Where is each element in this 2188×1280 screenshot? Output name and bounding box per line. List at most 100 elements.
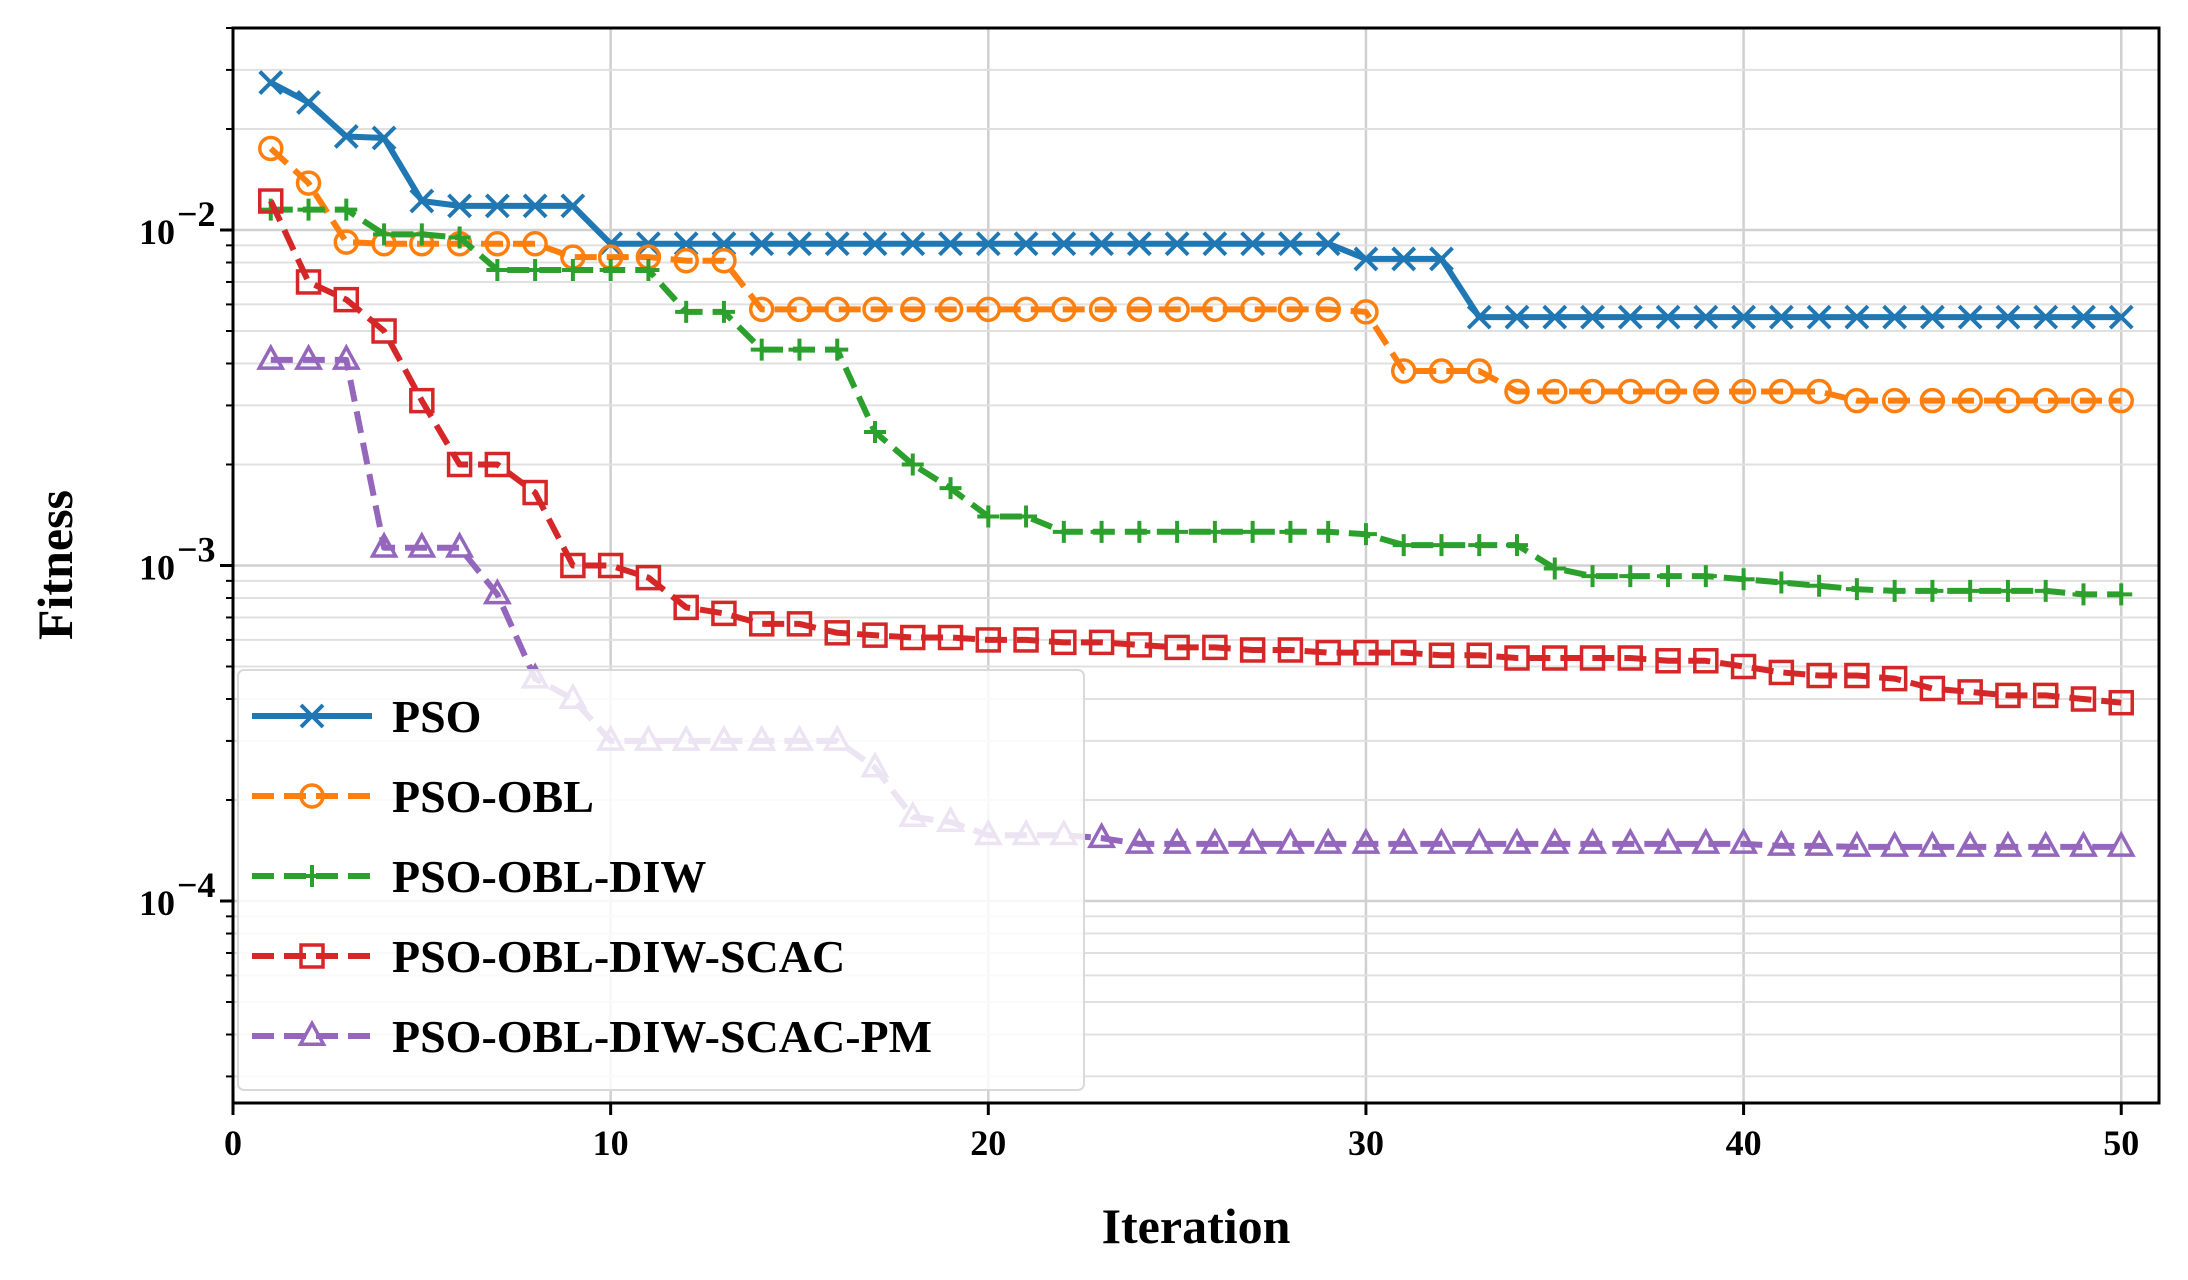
data-point (1238, 827, 1268, 854)
data-point (1051, 296, 1077, 323)
data-point (597, 552, 624, 579)
data-point (1315, 296, 1341, 323)
data-point (1580, 304, 1605, 330)
data-point (1087, 821, 1117, 849)
data-point (1615, 827, 1645, 854)
data-point (937, 296, 964, 323)
data-point (258, 135, 284, 162)
data-point (1315, 639, 1341, 666)
data-point (1995, 682, 2021, 709)
x-tick-label: 10 (593, 1123, 629, 1163)
data-point (1581, 565, 1604, 588)
data-point (448, 226, 471, 249)
data-point (1691, 827, 1721, 854)
data-point (1730, 653, 1757, 680)
data-point (1426, 827, 1456, 854)
y-tick-exponent: −4 (177, 865, 216, 905)
data-point (1239, 296, 1266, 323)
data-point (1052, 520, 1075, 543)
data-point (787, 231, 812, 257)
data-point (1466, 642, 1492, 669)
data-point (711, 600, 737, 627)
data-point (1428, 642, 1455, 669)
data-point (1203, 520, 1226, 543)
data-point (2071, 304, 2096, 330)
series-pso-obl-diw (259, 198, 2133, 606)
data-point (258, 188, 284, 214)
data-point (1806, 378, 1832, 405)
data-point (1619, 565, 1642, 588)
data-point (900, 296, 926, 323)
data-point (1693, 378, 1719, 405)
data-point (1126, 296, 1153, 323)
data-point (862, 231, 888, 257)
data-point (1275, 827, 1305, 854)
data-point (1542, 378, 1568, 405)
legend-item: PSO-OBL (252, 771, 594, 822)
data-point (2108, 387, 2134, 414)
data-point (560, 552, 586, 579)
data-point (1957, 304, 1983, 330)
series-pso-obl (258, 135, 2134, 414)
data-point (445, 531, 475, 558)
data-point (1090, 520, 1113, 543)
data-point (258, 70, 284, 96)
data-point (826, 338, 849, 361)
data-point (862, 622, 888, 648)
data-point (1540, 827, 1570, 854)
data-point (371, 125, 397, 151)
data-point (1921, 579, 1944, 602)
data-point (335, 198, 358, 221)
data-point (1126, 231, 1152, 257)
data-point (1578, 827, 1608, 854)
data-point (1842, 830, 1872, 857)
data-point (1804, 829, 1834, 856)
legend-item: PSO-OBL-DIW (252, 851, 706, 902)
data-point (1542, 304, 1568, 330)
data-point (975, 231, 1001, 257)
data-point (301, 865, 323, 887)
data-point (1051, 629, 1077, 656)
data-point (1917, 830, 1947, 857)
data-point (1354, 523, 1377, 546)
data-point (1013, 296, 1039, 323)
data-point (369, 531, 399, 558)
data-point (2108, 689, 2134, 716)
data-point (1542, 645, 1568, 671)
series-line (268, 199, 2122, 706)
data-point (1351, 827, 1381, 854)
data-point (1353, 299, 1379, 325)
data-point (295, 170, 322, 196)
data-point (1617, 304, 1643, 330)
data-point (1655, 648, 1681, 674)
data-point (1126, 632, 1153, 658)
legend-item: PSO-OBL-DIW-SCAC (252, 931, 845, 982)
data-point (824, 620, 850, 646)
data-point (522, 230, 548, 257)
y-tick-exponent: −2 (177, 194, 216, 234)
data-point (862, 296, 888, 323)
data-point (299, 783, 325, 809)
data-point (1464, 827, 1494, 854)
data-point (1241, 520, 1264, 543)
data-point (975, 627, 1002, 653)
data-point (1051, 231, 1077, 257)
data-point (486, 258, 509, 281)
data-point (1768, 659, 1795, 686)
data-point (1768, 378, 1795, 405)
data-point (560, 193, 586, 219)
data-point (1770, 571, 1793, 594)
data-point (900, 231, 926, 257)
data-point (295, 269, 322, 295)
legend-label: PSO-OBL-DIW-SCAC-PM (392, 1011, 932, 1062)
data-point (409, 188, 435, 214)
x-tick-label: 30 (1348, 1123, 1384, 1163)
data-point (524, 258, 547, 281)
data-point (1200, 827, 1230, 854)
legend-label: PSO-OBL-DIW (392, 851, 706, 902)
data-point (788, 338, 811, 361)
data-point (296, 90, 321, 115)
data-point (1808, 574, 1831, 597)
